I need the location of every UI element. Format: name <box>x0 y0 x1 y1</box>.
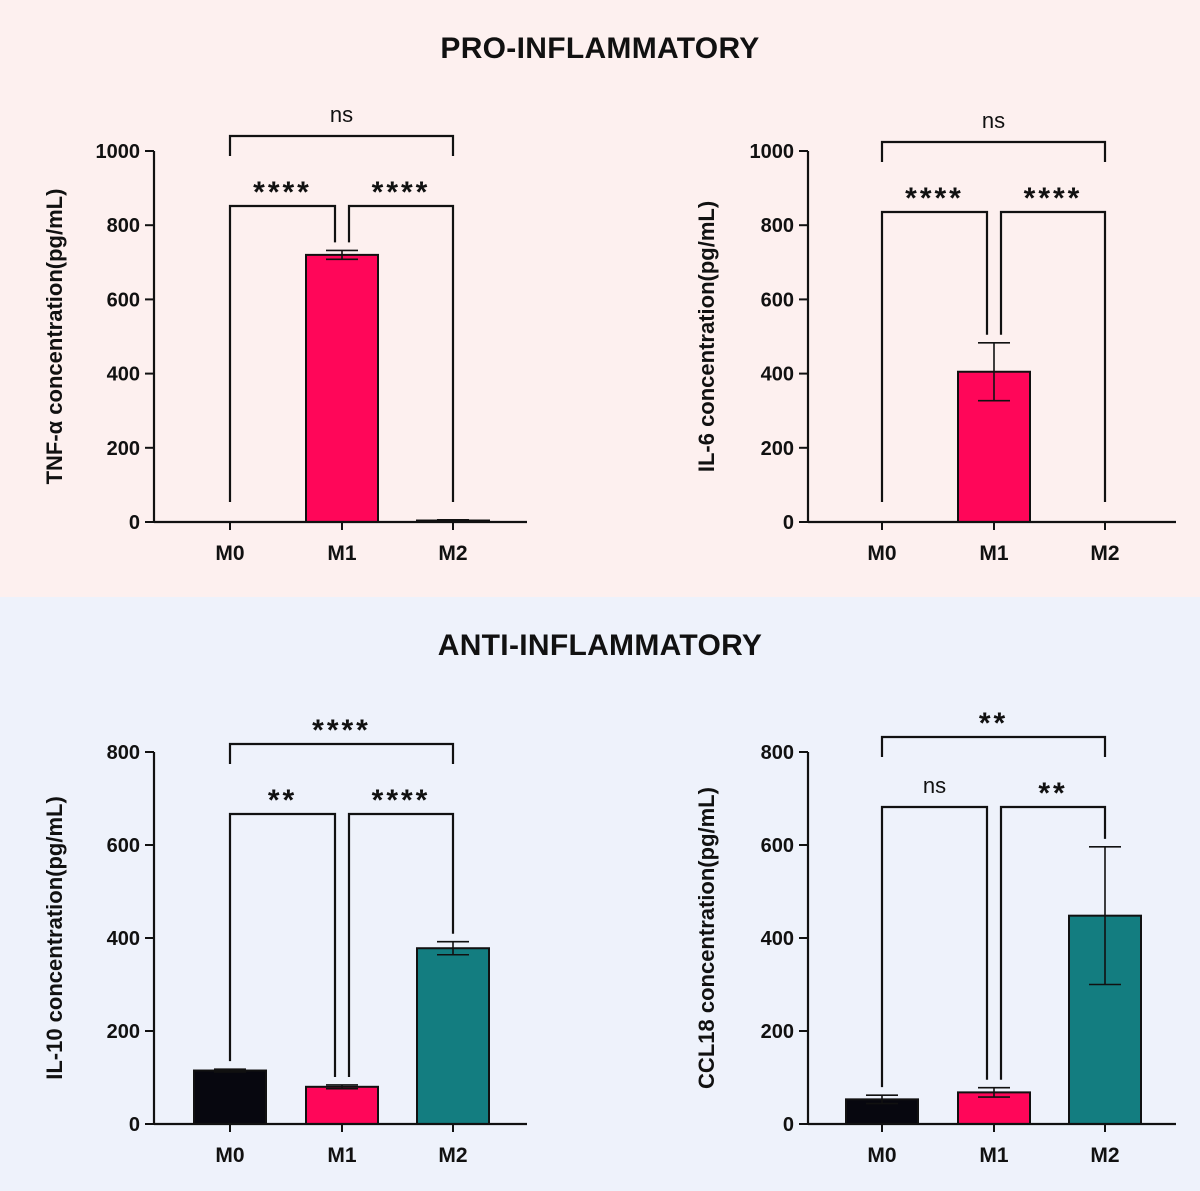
il-6-bracket-2 <box>880 140 1107 162</box>
ccl18-bracket-1 <box>999 805 1107 1080</box>
il-6-y-tick-label-1000: 1000 <box>750 141 795 163</box>
il-10-bar-m2 <box>416 947 490 1125</box>
ccl18-y-tick-label-600: 600 <box>761 835 794 857</box>
tnf-alpha-y-tick-label-200: 200 <box>107 438 140 460</box>
il-10-x-tick-label-m2: M2 <box>438 1144 467 1167</box>
ccl18-significance-label-2: ** <box>979 707 1008 740</box>
anti-inflammatory-title: ANTI-INFLAMMATORY <box>437 629 763 662</box>
il-6-y-tick-label-800: 800 <box>761 215 794 237</box>
ccl18-y-axis-label: CCL18 concentration(pg/mL) <box>694 787 719 1089</box>
tnf-alpha-y-tick-label-1000: 1000 <box>96 141 141 163</box>
ccl18-x-tick-label-m0: M0 <box>867 1144 896 1167</box>
pro-inflammatory-title: PRO-INFLAMMATORY <box>440 32 760 65</box>
tnf-alpha-bracket-2 <box>228 134 455 156</box>
il-6-x-tick-label-m2: M2 <box>1090 542 1119 565</box>
il-10-bracket-1 <box>347 812 455 1077</box>
ccl18-y-tick-label-400: 400 <box>761 928 794 950</box>
ccl18-bracket-0 <box>880 805 989 1088</box>
il-10-y-axis-label: IL-10 concentration(pg/mL) <box>42 796 67 1080</box>
il-6-y-tick-label-600: 600 <box>761 289 794 311</box>
il-6-y-tick-label-200: 200 <box>761 438 794 460</box>
il-10-x-tick-label-m1: M1 <box>327 1144 356 1167</box>
ccl18-bracket-2 <box>880 735 1107 757</box>
ccl18-x-tick-label-m2: M2 <box>1090 1144 1119 1167</box>
ccl18-significance-label-0: ns <box>923 773 946 798</box>
tnf-alpha-bracket-1 <box>347 204 455 502</box>
il-10-significance-label-1: **** <box>372 784 431 817</box>
ccl18-y-tick-label-800: 800 <box>761 742 794 764</box>
tnf-alpha-y-axis-label: TNF-α concentration(pg/mL) <box>42 189 67 485</box>
il-6-bracket-0 <box>880 210 989 502</box>
il-6-y-tick-label-0: 0 <box>783 512 794 534</box>
tnf-alpha-significance-label-0: **** <box>253 176 312 209</box>
tnf-alpha-y-tick-label-800: 800 <box>107 215 140 237</box>
il-10-y-tick-label-0: 0 <box>129 1114 140 1136</box>
il-10-significance-label-0: ** <box>268 784 297 817</box>
ccl18-y-tick-label-0: 0 <box>783 1114 794 1136</box>
il-6-x-tick-label-m0: M0 <box>867 542 896 565</box>
tnf-alpha-x-tick-label-m2: M2 <box>438 542 467 565</box>
tnf-alpha-chart: M0 M1 M2 0 200 400 600 800 1000 TNF-α concentrati… <box>42 102 527 565</box>
ccl18-significance-label-1: ** <box>1038 777 1067 810</box>
il-10-y-tick-label-600: 600 <box>107 835 140 857</box>
il-6-significance-label-2: ns <box>982 108 1005 133</box>
il-10-x-tick-label-m0: M0 <box>215 1144 244 1167</box>
tnf-alpha-significance-label-1: **** <box>372 176 431 209</box>
il-10-bracket-2 <box>228 742 455 764</box>
il-10-bar-m1 <box>305 1085 379 1125</box>
tnf-alpha-bracket-0 <box>228 204 337 502</box>
il-10-y-tick-label-800: 800 <box>107 742 140 764</box>
tnf-alpha-bar-m1 <box>305 253 379 523</box>
il-10-y-tick-label-200: 200 <box>107 1021 140 1043</box>
tnf-alpha-significance-label-2: ns <box>330 102 353 127</box>
ccl18-y-tick-label-200: 200 <box>761 1021 794 1043</box>
tnf-alpha-y-tick-label-400: 400 <box>107 364 140 386</box>
ccl18-x-tick-label-m1: M1 <box>979 1144 1008 1167</box>
ccl18-chart: M0 M1 M2 0 200 400 600 800 CCL18 concentration(p… <box>694 707 1176 1167</box>
il-10-significance-label-2: **** <box>312 714 371 747</box>
il-6-significance-label-1: **** <box>1024 182 1083 215</box>
il-6-bracket-1 <box>999 210 1107 502</box>
tnf-alpha-y-tick-label-600: 600 <box>107 289 140 311</box>
il-6-y-axis-label: IL-6 concentration(pg/mL) <box>694 201 719 472</box>
il-10-chart: M0 M1 M2 0 200 400 600 800 IL-10 concentration(p… <box>42 714 527 1167</box>
tnf-alpha-y-tick-label-0: 0 <box>129 512 140 534</box>
il-10-bracket-0 <box>228 812 337 1077</box>
il-6-x-tick-label-m1: M1 <box>979 542 1008 565</box>
tnf-alpha-x-tick-label-m0: M0 <box>215 542 244 565</box>
tnf-alpha-x-tick-label-m1: M1 <box>327 542 356 565</box>
il-10-bar-m0 <box>193 1069 267 1125</box>
il-10-y-tick-label-400: 400 <box>107 928 140 950</box>
il-6-significance-label-0: **** <box>905 182 964 215</box>
il-6-chart: M0 M1 M2 0 200 400 600 800 1000 IL-6 concentratio… <box>694 108 1176 565</box>
il-6-y-tick-label-400: 400 <box>761 364 794 386</box>
